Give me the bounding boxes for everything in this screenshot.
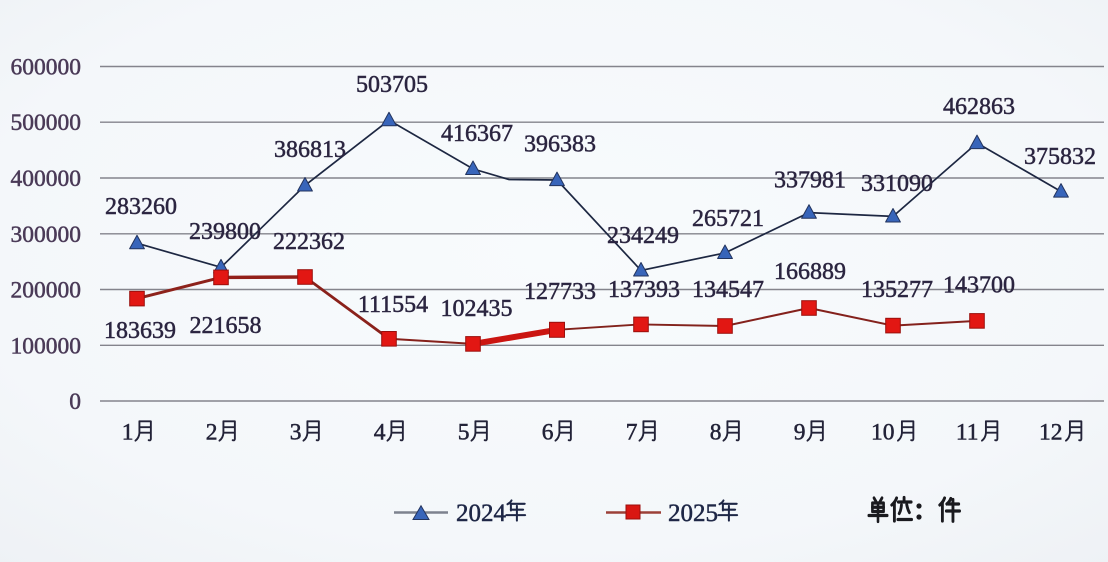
svg-text:137393: 137393 bbox=[608, 277, 680, 303]
svg-text:6: 6 bbox=[542, 420, 554, 446]
svg-text:503705: 503705 bbox=[356, 72, 428, 98]
svg-text:234249: 234249 bbox=[607, 223, 679, 249]
svg-text:0: 0 bbox=[69, 389, 81, 415]
svg-text:183639: 183639 bbox=[104, 318, 176, 344]
svg-text:2: 2 bbox=[206, 420, 218, 446]
svg-text:331090: 331090 bbox=[861, 171, 933, 197]
svg-text:8: 8 bbox=[710, 420, 722, 446]
svg-text:10: 10 bbox=[871, 420, 895, 446]
svg-text:500000: 500000 bbox=[11, 110, 82, 136]
svg-text:100000: 100000 bbox=[11, 333, 82, 359]
svg-text:143700: 143700 bbox=[943, 273, 1015, 299]
svg-text:1: 1 bbox=[122, 420, 134, 446]
svg-text:200000: 200000 bbox=[11, 278, 82, 304]
svg-text:5: 5 bbox=[458, 420, 470, 446]
svg-text:166889: 166889 bbox=[774, 259, 846, 285]
svg-text:386813: 386813 bbox=[274, 137, 346, 163]
svg-text:127733: 127733 bbox=[524, 279, 596, 305]
svg-text:2024: 2024 bbox=[456, 500, 507, 527]
svg-text:300000: 300000 bbox=[11, 222, 82, 248]
svg-text:134547: 134547 bbox=[692, 277, 764, 303]
svg-text:12: 12 bbox=[1039, 420, 1063, 446]
svg-text:11: 11 bbox=[956, 420, 979, 446]
svg-text:337981: 337981 bbox=[774, 168, 846, 194]
svg-text:102435: 102435 bbox=[441, 296, 513, 322]
svg-text:239800: 239800 bbox=[189, 219, 261, 245]
svg-text:400000: 400000 bbox=[11, 166, 82, 192]
svg-text:375832: 375832 bbox=[1024, 144, 1096, 170]
svg-text:9: 9 bbox=[794, 420, 806, 446]
svg-text:416367: 416367 bbox=[441, 121, 513, 147]
svg-text:3: 3 bbox=[290, 420, 302, 446]
svg-text:221658: 221658 bbox=[190, 313, 262, 339]
svg-text:462863: 462863 bbox=[943, 94, 1015, 120]
svg-text:4: 4 bbox=[374, 420, 386, 446]
svg-text:111554: 111554 bbox=[358, 292, 428, 318]
svg-text:222362: 222362 bbox=[273, 229, 345, 255]
svg-text:283260: 283260 bbox=[105, 194, 177, 220]
svg-text:396383: 396383 bbox=[524, 132, 596, 158]
svg-text:2025: 2025 bbox=[668, 500, 718, 527]
svg-text:135277: 135277 bbox=[861, 277, 933, 303]
svg-text:265721: 265721 bbox=[692, 206, 764, 232]
svg-text:600000: 600000 bbox=[11, 55, 82, 81]
svg-text:7: 7 bbox=[626, 420, 638, 446]
